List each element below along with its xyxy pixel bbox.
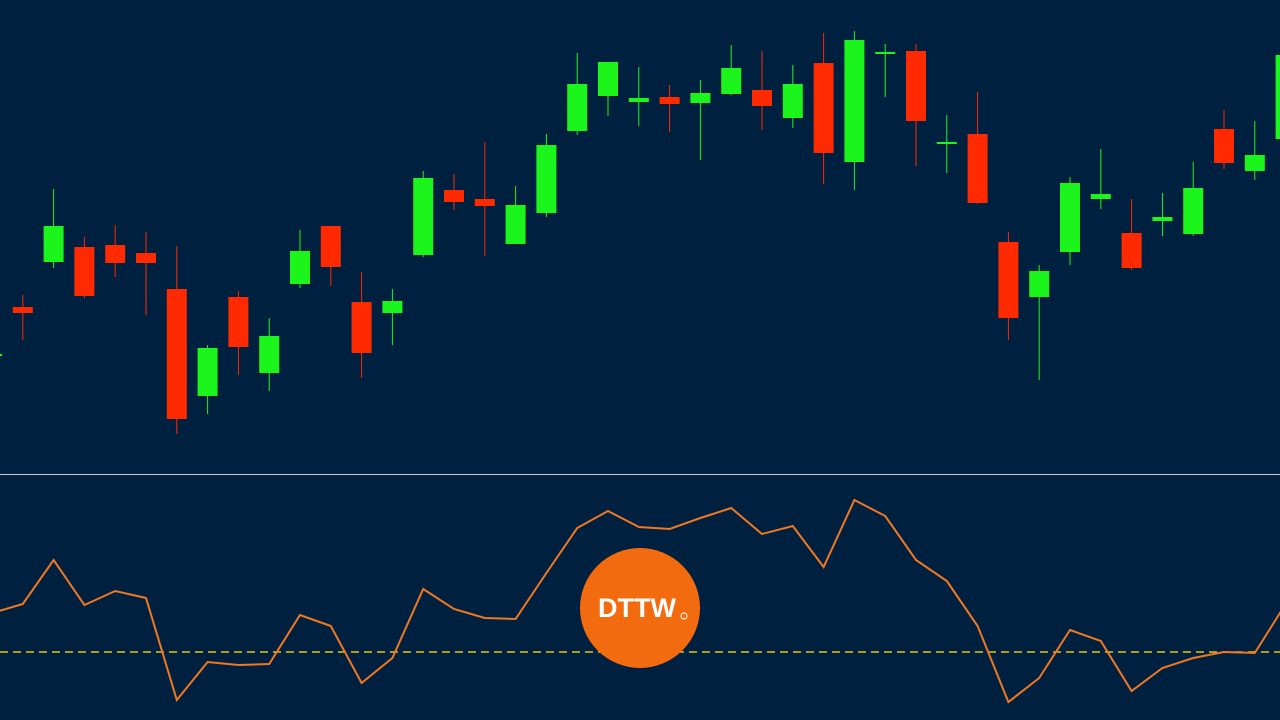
candle-body bbox=[1214, 129, 1234, 163]
candle-body bbox=[290, 251, 310, 284]
candle-body bbox=[136, 253, 156, 263]
candle-body bbox=[228, 297, 249, 347]
candle-body bbox=[474, 199, 495, 206]
candle-body bbox=[166, 289, 187, 419]
candle-body bbox=[1183, 188, 1204, 234]
logo-registered bbox=[680, 612, 688, 620]
candle-body bbox=[844, 40, 865, 162]
candle-body bbox=[628, 98, 649, 102]
candle-body bbox=[1029, 271, 1050, 297]
candle-body bbox=[320, 226, 341, 267]
candle-body bbox=[1121, 233, 1142, 268]
candle-body bbox=[813, 63, 834, 153]
candle-body bbox=[1060, 183, 1080, 252]
candle-body bbox=[259, 336, 280, 373]
candle-body bbox=[998, 242, 1019, 318]
candle-body bbox=[0, 354, 2, 356]
candle-body bbox=[721, 68, 742, 94]
candle-body bbox=[351, 302, 372, 353]
candle-body bbox=[536, 145, 557, 213]
logo: DTTW bbox=[580, 548, 700, 668]
candle-body bbox=[936, 142, 957, 144]
candle-body bbox=[967, 134, 988, 203]
candle-body bbox=[74, 247, 95, 296]
candle-body bbox=[413, 178, 434, 255]
candle-body bbox=[43, 226, 64, 262]
candle-body bbox=[782, 84, 803, 118]
logo-text: DTTW bbox=[598, 593, 676, 623]
candle-body bbox=[1152, 217, 1173, 221]
candle-body bbox=[1090, 194, 1111, 199]
candle-body bbox=[659, 97, 680, 104]
candle-body bbox=[505, 205, 526, 244]
candle-body bbox=[444, 190, 464, 202]
candle-body bbox=[105, 245, 126, 263]
candle-body bbox=[1275, 55, 1280, 139]
candle-body bbox=[906, 51, 926, 121]
candle-body bbox=[12, 307, 33, 313]
candle-body bbox=[382, 301, 403, 313]
candle-body bbox=[1244, 155, 1265, 171]
logo-circle bbox=[580, 548, 700, 668]
candle-body bbox=[598, 62, 618, 96]
candle-body bbox=[875, 52, 896, 54]
candle-body bbox=[690, 93, 711, 103]
candle-body bbox=[752, 90, 772, 106]
oscillator-line bbox=[0, 498, 1280, 704]
candle-body bbox=[197, 348, 218, 396]
candle-body bbox=[567, 84, 588, 131]
